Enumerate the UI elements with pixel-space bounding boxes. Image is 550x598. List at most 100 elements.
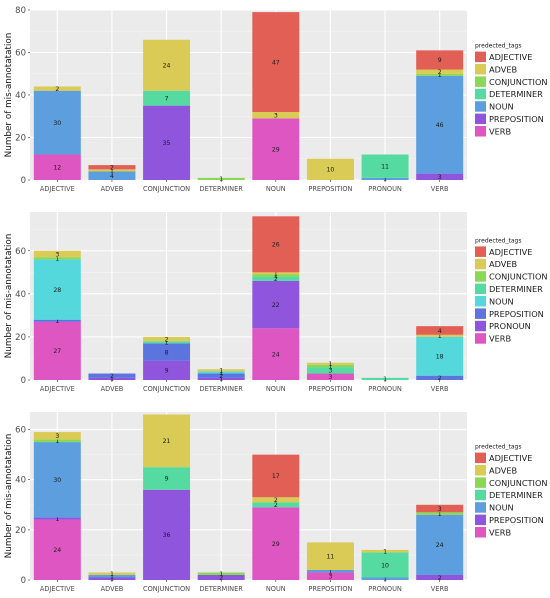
bar-segment: [252, 454, 300, 498]
data-label: 3: [438, 174, 442, 181]
x-tick-label: NOUN: [266, 385, 286, 393]
y-tick-label: 20: [15, 134, 26, 144]
y-tick-label: 0: [21, 576, 26, 586]
data-label: 4: [110, 173, 114, 180]
bar-segment: [33, 154, 81, 180]
bar-segment: [88, 574, 136, 578]
y-tick-label: 80: [15, 6, 26, 16]
bar-segment: [197, 177, 245, 180]
bar-segment: [416, 514, 464, 575]
data-label: 28: [53, 287, 61, 294]
y-tick-label: 0: [21, 176, 26, 186]
data-label: 18: [436, 354, 444, 361]
bar-segment: [197, 369, 245, 372]
bar-segment: [361, 177, 409, 180]
legend-entry: ADJECTIVE: [489, 453, 532, 463]
data-label: 8: [165, 349, 169, 356]
data-label: 2: [274, 497, 278, 504]
data-label: 1: [328, 363, 332, 370]
bar-segment: [252, 276, 300, 281]
data-label: 1: [165, 340, 169, 347]
data-label: 1: [274, 271, 278, 278]
x-tick-label: ADJECTIVE: [40, 185, 75, 193]
data-label: 26: [272, 242, 280, 249]
legend-swatch: [475, 527, 486, 538]
bar-segment: [143, 360, 191, 380]
legend-entry: VERB: [489, 334, 511, 344]
data-label: 2: [55, 86, 59, 93]
x-tick-label: PRONOUN: [368, 585, 402, 593]
legend-swatch: [475, 477, 486, 488]
legend-entry: CONJUNCTION: [489, 77, 548, 87]
legend-entry: PREPOSITION: [489, 515, 544, 525]
bar-segment: [88, 377, 136, 380]
data-label: 10: [381, 562, 389, 569]
data-label: 2: [110, 373, 114, 380]
data-label: 3: [55, 251, 59, 258]
bar-segment: [361, 154, 409, 178]
y-tick-label: 40: [15, 476, 26, 486]
legend-entry: PREPOSITION: [489, 114, 544, 124]
bar-segment: [361, 377, 409, 380]
legend-swatch: [475, 465, 486, 476]
bar-segment: [416, 336, 464, 376]
x-tick-label: NOUN: [266, 185, 286, 193]
bar-segment: [252, 112, 300, 119]
legend-swatch: [475, 64, 486, 75]
data-label: 1: [219, 176, 223, 183]
bar-segment: [143, 341, 191, 344]
x-tick-label: ADVEB: [101, 385, 124, 393]
legend-swatch: [475, 452, 486, 464]
data-label: 2: [274, 502, 278, 509]
bar-segment: [33, 439, 81, 443]
legend-swatch: [475, 296, 486, 307]
bar-segment: [252, 12, 300, 112]
y-tick-label: 60: [15, 49, 26, 59]
legend-entry: CONJUNCTION: [489, 478, 548, 488]
data-label: 1: [110, 168, 114, 175]
bar-segment: [33, 86, 81, 91]
bar-segment: [306, 158, 354, 180]
data-label: 29: [272, 146, 280, 153]
bar-segment: [33, 519, 81, 580]
y-tick-label: 40: [15, 91, 26, 101]
data-label: 1: [438, 72, 442, 79]
data-label: 1: [438, 333, 442, 340]
data-label: 46: [436, 122, 444, 129]
data-label: 1: [110, 574, 114, 581]
bar-segment: [416, 173, 464, 180]
data-label: 2: [219, 575, 223, 582]
y-axis-title: Number of mis-annotatation: [4, 434, 14, 559]
x-tick-label: PRONOUN: [368, 385, 402, 393]
legend-swatch: [475, 502, 486, 513]
data-label: 3: [55, 433, 59, 440]
bar-segment: [306, 364, 354, 368]
y-tick-label: 20: [15, 526, 26, 536]
plot-background: [30, 212, 467, 380]
bar-segment: [306, 362, 354, 365]
chart-panel-3: 2413013111369212129221731111101224130204…: [4, 412, 548, 593]
x-tick-label: VERB: [431, 185, 449, 193]
legend-entry: DETERMINER: [489, 490, 543, 500]
data-label: 1: [55, 438, 59, 445]
legend-title: predected_tags: [475, 237, 521, 244]
bar-segment: [416, 50, 464, 70]
data-label: 10: [327, 167, 335, 174]
legend-swatch: [475, 76, 486, 87]
x-tick-label: DETERMINER: [200, 585, 244, 593]
bar-segment: [88, 171, 136, 180]
bar-segment: [88, 165, 136, 170]
data-label: 12: [53, 165, 61, 172]
x-tick-label: DETERMINER: [200, 385, 244, 393]
data-label: 9: [438, 57, 442, 64]
legend-swatch: [475, 88, 486, 100]
bar-segment: [416, 75, 464, 174]
legend-entry: CONJUNCTION: [489, 272, 548, 282]
data-label: 2: [438, 69, 442, 76]
y-tick-label: 40: [15, 290, 26, 300]
legend-entry: ADVEB: [489, 259, 518, 269]
data-label: 2: [165, 336, 169, 343]
bar-segment: [143, 467, 191, 490]
bar-segment: [143, 105, 191, 180]
